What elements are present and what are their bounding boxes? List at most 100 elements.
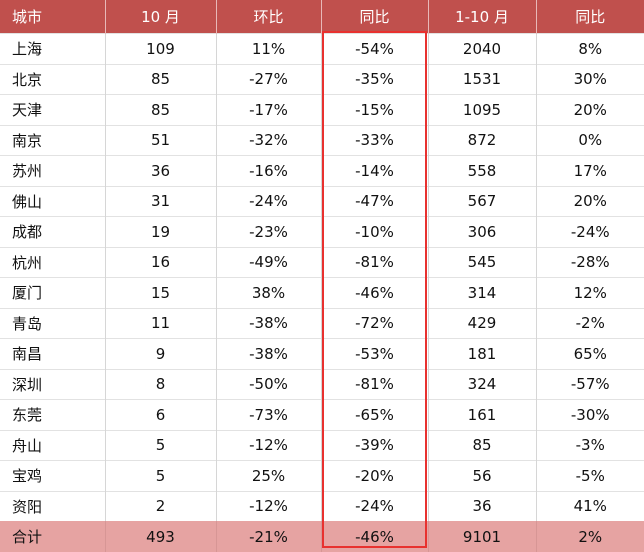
cell-ytd-yoy: -3% bbox=[575, 436, 605, 455]
cell-city: 舟山 bbox=[0, 430, 106, 461]
cell-city: 天津 bbox=[0, 94, 106, 125]
table-row: 厦门 15 38% -46% 314 12% bbox=[0, 277, 644, 308]
cell-ytd: 324 bbox=[428, 369, 537, 400]
cell-ytd: 1095 bbox=[428, 94, 537, 125]
cell-ytd: 558 bbox=[428, 155, 537, 186]
cell-yoy: -46% bbox=[321, 277, 429, 308]
cell-ytd: 314 bbox=[428, 277, 537, 308]
cell-oct: 19 bbox=[105, 216, 217, 247]
cell-yoy: -81% bbox=[321, 247, 429, 278]
cell-city: 南京 bbox=[0, 125, 106, 156]
cell-mom: 11% bbox=[216, 33, 322, 64]
total-oct: 493 bbox=[105, 521, 217, 552]
total-row: 合计 493 -21% -46% 9101 2% bbox=[0, 521, 644, 552]
cell-ytd-yoy: -30% bbox=[570, 405, 610, 424]
cell-yoy: -15% bbox=[321, 94, 429, 125]
cell-yoy: -54% bbox=[321, 33, 429, 64]
cell-ytd-yoy: -24% bbox=[570, 222, 610, 241]
cell-oct: 36 bbox=[105, 155, 217, 186]
cell-ytd-yoy: 20% bbox=[573, 192, 607, 211]
table-row: 上海 109 11% -54% 2040 8% bbox=[0, 33, 644, 64]
cell-ytd-yoy: 65% bbox=[573, 344, 607, 363]
cell-oct: 15 bbox=[105, 277, 217, 308]
cell-mom: -38% bbox=[216, 308, 322, 339]
cell-ytd-yoy: -57% bbox=[570, 375, 610, 394]
table-row: 佛山 31 -24% -47% 567 20% bbox=[0, 186, 644, 217]
cell-mom: -23% bbox=[216, 216, 322, 247]
cell-ytd-yoy: 20% bbox=[573, 100, 607, 119]
cell-mom: 25% bbox=[216, 460, 322, 491]
cell-ytd: 1531 bbox=[428, 64, 537, 95]
cell-city: 上海 bbox=[0, 33, 106, 64]
cell-ytd-yoy: -28% bbox=[570, 253, 610, 272]
cell-yoy: -14% bbox=[321, 155, 429, 186]
cell-city: 苏州 bbox=[0, 155, 106, 186]
cell-oct: 85 bbox=[105, 64, 217, 95]
cell-city: 东莞 bbox=[0, 399, 106, 430]
table-row: 深圳 8 -50% -81% 324 -57% bbox=[0, 369, 644, 400]
table-row: 杭州 16 -49% -81% 545 -28% bbox=[0, 247, 644, 278]
cell-yoy: -65% bbox=[321, 399, 429, 430]
cell-mom: -73% bbox=[216, 399, 322, 430]
table-row: 资阳 2 -12% -24% 36 41% bbox=[0, 491, 644, 521]
cell-yoy: -53% bbox=[321, 338, 429, 369]
cell-yoy: -33% bbox=[321, 125, 429, 156]
cell-yoy: -39% bbox=[321, 430, 429, 461]
header-ytd: 1-10 月 bbox=[428, 0, 537, 34]
header-ytd-yoy: 同比 bbox=[536, 0, 644, 34]
table-row: 天津 85 -17% -15% 1095 20% bbox=[0, 94, 644, 125]
cell-ytd: 2040 bbox=[428, 33, 537, 64]
cell-mom: -38% bbox=[216, 338, 322, 369]
table-body: 上海 109 11% -54% 2040 8% 北京 85 -27% -35% 1531 30% 天津 8… bbox=[0, 33, 644, 521]
cell-oct: 109 bbox=[105, 33, 217, 64]
cell-oct: 9 bbox=[105, 338, 217, 369]
cell-mom: -27% bbox=[216, 64, 322, 95]
cell-mom: -12% bbox=[216, 491, 322, 521]
cell-ytd-yoy: 41% bbox=[573, 497, 607, 516]
cell-city: 南昌 bbox=[0, 338, 106, 369]
table-row: 舟山 5 -12% -39% 85 -3% bbox=[0, 430, 644, 461]
cell-mom: 38% bbox=[216, 277, 322, 308]
cell-yoy: -72% bbox=[321, 308, 429, 339]
cell-mom: -17% bbox=[216, 94, 322, 125]
cell-mom: -50% bbox=[216, 369, 322, 400]
cell-yoy: -20% bbox=[321, 460, 429, 491]
cell-oct: 51 bbox=[105, 125, 217, 156]
table-row: 苏州 36 -16% -14% 558 17% bbox=[0, 155, 644, 186]
cell-ytd: 161 bbox=[428, 399, 537, 430]
cell-ytd: 36 bbox=[428, 491, 537, 521]
cell-yoy: -10% bbox=[321, 216, 429, 247]
table-row: 成都 19 -23% -10% 306 -24% bbox=[0, 216, 644, 247]
cell-city: 成都 bbox=[0, 216, 106, 247]
header-row: 城市 10 月 环比 同比 1-10 月 同比 bbox=[0, 0, 644, 34]
cell-ytd: 545 bbox=[428, 247, 537, 278]
cell-yoy: -47% bbox=[321, 186, 429, 217]
cell-city: 深圳 bbox=[0, 369, 106, 400]
table-row: 东莞 6 -73% -65% 161 -30% bbox=[0, 399, 644, 430]
table-row: 南昌 9 -38% -53% 181 65% bbox=[0, 338, 644, 369]
cell-yoy: -24% bbox=[321, 491, 429, 521]
cell-oct: 5 bbox=[105, 430, 217, 461]
cell-city: 厦门 bbox=[0, 277, 106, 308]
cell-yoy: -35% bbox=[321, 64, 429, 95]
cell-ytd-yoy: 8% bbox=[578, 39, 603, 58]
cell-mom: -12% bbox=[216, 430, 322, 461]
cell-oct: 11 bbox=[105, 308, 217, 339]
cell-yoy: -81% bbox=[321, 369, 429, 400]
cell-ytd-yoy: -2% bbox=[575, 314, 605, 333]
cell-city: 佛山 bbox=[0, 186, 106, 217]
cell-ytd-yoy: 17% bbox=[573, 161, 607, 180]
cell-ytd-yoy: -5% bbox=[575, 466, 605, 485]
cell-oct: 5 bbox=[105, 460, 217, 491]
cell-ytd-yoy: 12% bbox=[573, 283, 607, 302]
table-row: 南京 51 -32% -33% 872 0% bbox=[0, 125, 644, 156]
cell-mom: -32% bbox=[216, 125, 322, 156]
cell-oct: 2 bbox=[105, 491, 217, 521]
header-mom: 环比 bbox=[216, 0, 322, 34]
cell-oct: 6 bbox=[105, 399, 217, 430]
cell-city: 杭州 bbox=[0, 247, 106, 278]
cell-ytd: 872 bbox=[428, 125, 537, 156]
cell-ytd: 306 bbox=[428, 216, 537, 247]
